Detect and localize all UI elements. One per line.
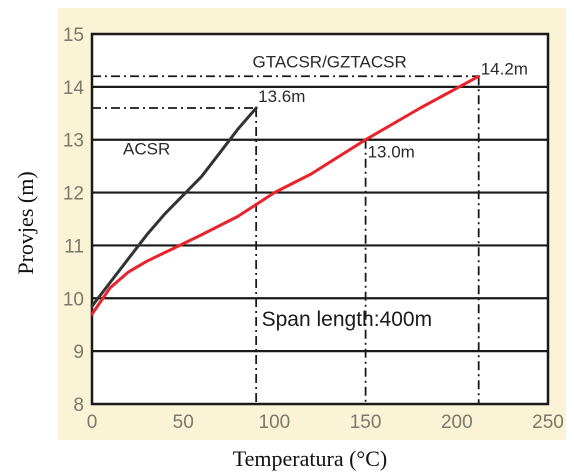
x-tick-label: 150	[350, 412, 382, 433]
series-label-acsr: ACSR	[123, 140, 170, 159]
x-tick-label: 100	[259, 412, 291, 433]
x-tick-label: 50	[173, 412, 194, 433]
y-tick-label: 12	[63, 184, 84, 205]
y-tick-label: 9	[73, 342, 84, 363]
y-tick-label: 10	[63, 289, 84, 310]
annotation-acsr-max: 13.6m	[258, 87, 305, 106]
series-label-gtacsr: GTACSR/GZTACSR	[253, 52, 407, 71]
y-tick-label: 15	[63, 25, 84, 46]
series-line-acsr	[90, 106, 258, 308]
series-line-gtacsr	[90, 74, 481, 316]
x-axis-title: Temperatura (°C)	[233, 446, 387, 471]
x-tick-label: 200	[441, 412, 473, 433]
y-tick-label: 14	[63, 78, 85, 99]
y-tick-label: 8	[73, 395, 84, 416]
x-tick-label: 250	[532, 412, 564, 433]
y-axis-title: Provjes (m)	[13, 171, 38, 274]
annotation-gtacsr-mid: 13.0m	[368, 143, 415, 162]
y-tick-label: 13	[63, 131, 84, 152]
annotation-gtacsr-max: 14.2m	[481, 59, 528, 78]
plot-area	[90, 32, 550, 406]
x-tick-label: 0	[87, 412, 98, 433]
y-tick-label: 11	[64, 236, 84, 257]
span-length-note: Span length:400m	[262, 308, 432, 331]
